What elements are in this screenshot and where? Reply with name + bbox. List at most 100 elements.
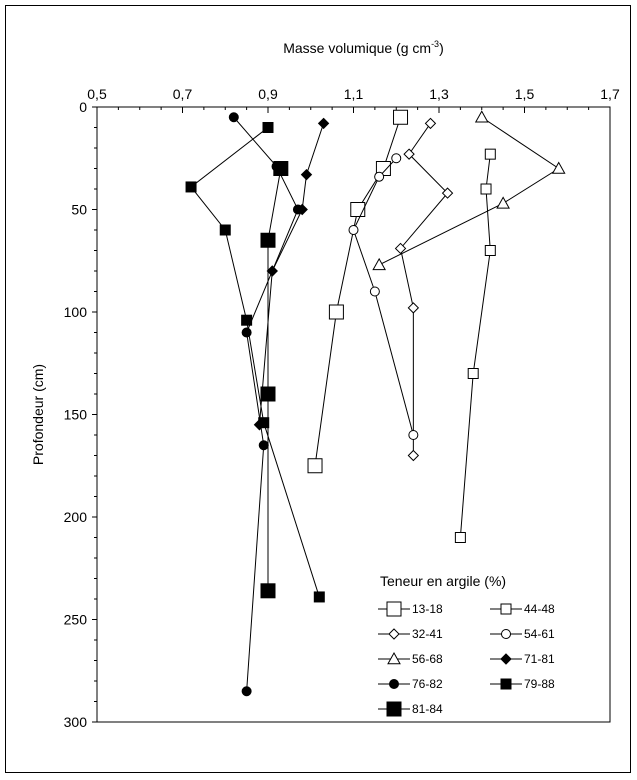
data-point (300, 168, 313, 181)
x-tick-label: 0,5 (87, 86, 107, 102)
y-tick-label: 100 (64, 304, 88, 320)
data-point (292, 204, 303, 215)
x-axis-title-text: Masse volumique (g cm (283, 40, 431, 56)
data-point (260, 232, 276, 248)
x-tick-label: 1,3 (429, 86, 449, 102)
y-tick-label: 0 (79, 99, 87, 115)
legend-marker (501, 629, 511, 639)
legend: 13-18 44-48 32-41 54-61 56-68 71-81 76-82 79-88… (378, 601, 555, 717)
data-point (185, 181, 197, 193)
series-layer (185, 109, 566, 697)
series-32-41 (394, 117, 454, 462)
y-tick-label: 300 (64, 714, 88, 730)
series-line (378, 116, 560, 266)
x-axis-title-end: ) (439, 40, 444, 56)
legend-item-13-18: 13-18 (378, 601, 443, 617)
data-point (348, 225, 359, 235)
series-79-88 (185, 122, 325, 603)
data-point (391, 153, 402, 164)
data-point (467, 368, 479, 379)
data-point (454, 532, 466, 543)
data-point (260, 386, 276, 402)
chart-axes: 0,5 0,7 0,9 1,1 1,3 1,5 1,7 0 50 100 150 200 250 300 (64, 86, 620, 730)
legend-label: 44-48 (524, 602, 555, 616)
y-tick-label: 50 (71, 202, 87, 218)
data-point (307, 458, 323, 474)
y-axis-title: Profondeur (cm) (30, 364, 46, 465)
series-81-84 (260, 161, 289, 599)
data-point (407, 449, 420, 462)
legend-label: 13-18 (412, 602, 443, 616)
y-tick-label: 250 (64, 612, 88, 628)
x-tick-label: 1,7 (600, 86, 620, 102)
data-point (372, 257, 386, 271)
x-tick-label: 0,7 (173, 86, 193, 102)
data-point (394, 242, 407, 255)
legend-marker (387, 651, 401, 665)
legend-label: 79-88 (524, 677, 555, 691)
data-point (424, 117, 437, 130)
x-tick-label: 0,9 (258, 86, 278, 102)
data-point (474, 110, 489, 123)
series-44-48 (454, 148, 496, 543)
legend-label: 81-84 (412, 702, 443, 716)
legend-item-32-41: 32-41 (378, 627, 443, 641)
legend-item-44-48: 44-48 (490, 602, 555, 616)
legend-item-76-82: 76-82 (378, 677, 443, 691)
legend-item-56-68: 56-68 (378, 651, 443, 666)
data-point (317, 117, 330, 130)
data-point (393, 109, 409, 125)
x-tick-label: 1,5 (515, 86, 535, 102)
legend-marker (389, 679, 399, 689)
data-point (241, 686, 252, 697)
series-line (233, 116, 299, 692)
legend-label: 56-68 (412, 652, 443, 666)
data-point (313, 591, 325, 603)
data-point (551, 161, 566, 174)
chart-frame (5, 5, 631, 773)
legend-item-79-88: 79-88 (490, 677, 555, 691)
legend-marker (388, 628, 400, 640)
legend-marker (386, 601, 402, 617)
series-line (267, 168, 282, 591)
data-point (480, 183, 492, 195)
legend-item-71-81: 71-81 (490, 652, 555, 666)
legend-title: Teneur en argile (%) (380, 573, 506, 589)
legend-marker (500, 603, 512, 615)
data-point (258, 417, 270, 429)
data-point (407, 302, 420, 314)
legend-marker (500, 678, 512, 690)
legend-label: 76-82 (412, 677, 443, 691)
x-axis-title-superscript: -3 (431, 39, 439, 49)
y-tick-label: 200 (64, 509, 88, 525)
data-point (374, 171, 385, 182)
data-point (403, 148, 415, 160)
data-point (369, 286, 380, 297)
series-line (258, 123, 325, 425)
data-point (228, 112, 239, 123)
data-point (273, 161, 289, 176)
series-54-61 (348, 153, 419, 440)
x-tick-label: 1,1 (344, 86, 364, 102)
x-axis-title: Masse volumique (g cm-3) (283, 39, 444, 56)
legend-marker (386, 701, 402, 717)
data-point (350, 202, 366, 217)
series-13-18 (307, 109, 409, 474)
legend-item-54-61: 54-61 (490, 627, 555, 641)
series-line (352, 157, 414, 436)
series-71-81 (253, 117, 330, 431)
data-point (496, 196, 510, 209)
legend-label: 32-41 (412, 627, 443, 641)
series-56-68 (372, 110, 566, 271)
data-point (408, 430, 419, 440)
series-line (399, 123, 449, 456)
legend-label: 54-61 (524, 627, 555, 641)
legend-marker (500, 653, 512, 665)
data-point (262, 122, 274, 133)
data-point (328, 304, 344, 320)
data-point (219, 224, 231, 236)
legend-label: 71-81 (524, 652, 555, 666)
series-76-82 (228, 112, 303, 697)
data-point (260, 583, 276, 599)
